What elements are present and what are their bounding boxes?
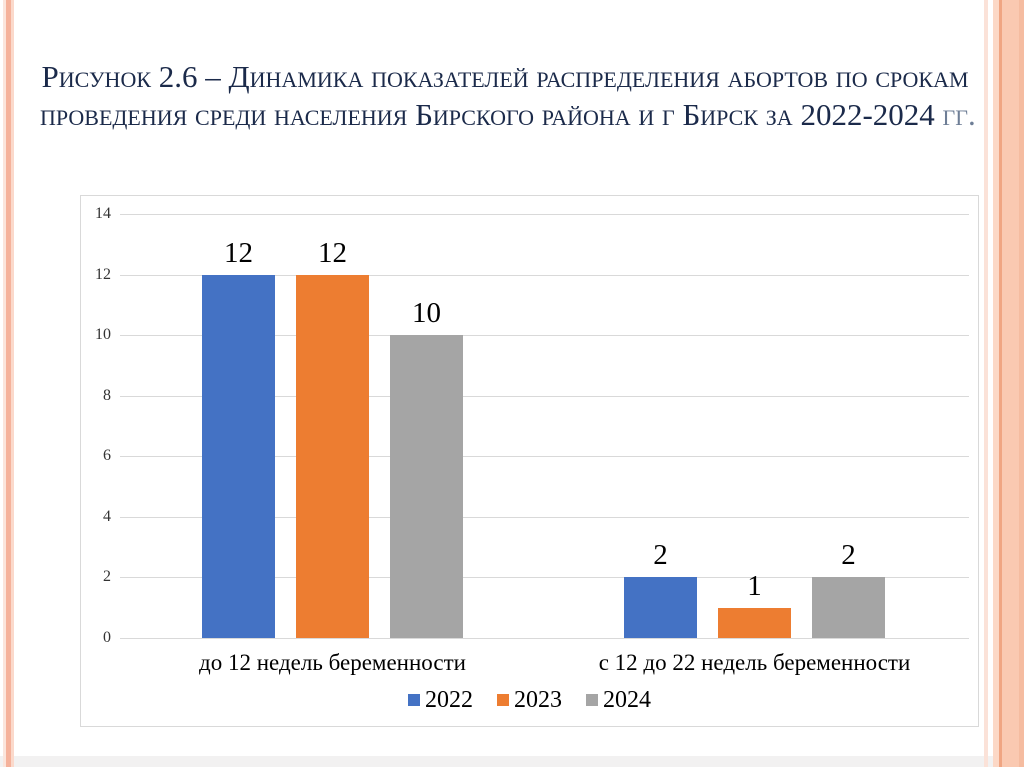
- title-years-suffix: гг.: [934, 97, 976, 132]
- data-label: 12: [224, 237, 253, 269]
- bar-chart: 0 2 4 6 8 10 12 14 12 12 10 2 1 2 до 12 недель берем…: [80, 195, 979, 727]
- chart-legend: 2022 2023 2024: [81, 687, 978, 713]
- right-border-thin-line: [984, 0, 988, 767]
- bar-2022: 12: [202, 237, 275, 638]
- gridline: [120, 638, 969, 639]
- bar-2022: 2: [624, 539, 697, 638]
- bar-2023: 1: [718, 570, 791, 638]
- title-line-2-main: проведения среди населения Бирского райо…: [40, 97, 935, 132]
- y-tick-label: 14: [95, 205, 111, 222]
- data-label: 1: [747, 570, 762, 602]
- title-line-2: проведения среди населения Бирского райо…: [40, 96, 976, 134]
- gridline: [120, 214, 969, 215]
- y-tick-label: 0: [103, 629, 111, 646]
- bar-2024: 2: [812, 539, 885, 638]
- title-line-1: Рисунок 2.6 – Динамика показателей распр…: [41, 59, 969, 94]
- legend-swatch-icon: [586, 694, 598, 706]
- gridline: [120, 335, 969, 337]
- data-label: 10: [412, 297, 441, 329]
- data-label: 12: [318, 237, 347, 269]
- right-border-decoration: [993, 0, 1024, 767]
- y-tick-label: 4: [103, 507, 111, 525]
- bar-2023: 12: [296, 237, 369, 638]
- legend-label: 2023: [514, 687, 562, 713]
- legend-item-2022: 2022: [408, 687, 473, 713]
- gridline: [120, 274, 969, 276]
- legend-item-2023: 2023: [497, 687, 562, 713]
- category-label: с 12 до 22 недель беременности: [598, 650, 911, 675]
- y-tick-label: 12: [95, 265, 111, 283]
- left-border-decoration: [3, 0, 14, 767]
- y-tick-label: 6: [103, 447, 111, 465]
- y-tick-label: 2: [103, 568, 111, 586]
- legend-label: 2024: [603, 687, 651, 713]
- legend-item-2024: 2024: [586, 687, 651, 713]
- bar-group: 2 1 2: [624, 214, 885, 638]
- legend-swatch-icon: [497, 694, 509, 706]
- data-label: 2: [841, 539, 856, 571]
- gridline: [120, 395, 969, 397]
- category-label: до 12 недель беременности: [199, 650, 466, 675]
- data-label: 2: [653, 539, 668, 571]
- bottom-edge-shading: [0, 756, 1024, 767]
- gridline: [120, 577, 969, 579]
- slide-title: Рисунок 2.6 – Динамика показателей распр…: [40, 58, 976, 134]
- legend-label: 2022: [425, 687, 473, 713]
- y-tick-label: 8: [103, 386, 111, 404]
- gridline: [120, 516, 969, 518]
- bar-2024: 10: [390, 297, 463, 638]
- gridline: [120, 456, 969, 458]
- bar-group: 12 12 10: [202, 214, 463, 638]
- legend-swatch-icon: [408, 694, 420, 706]
- y-tick-label: 10: [95, 326, 111, 344]
